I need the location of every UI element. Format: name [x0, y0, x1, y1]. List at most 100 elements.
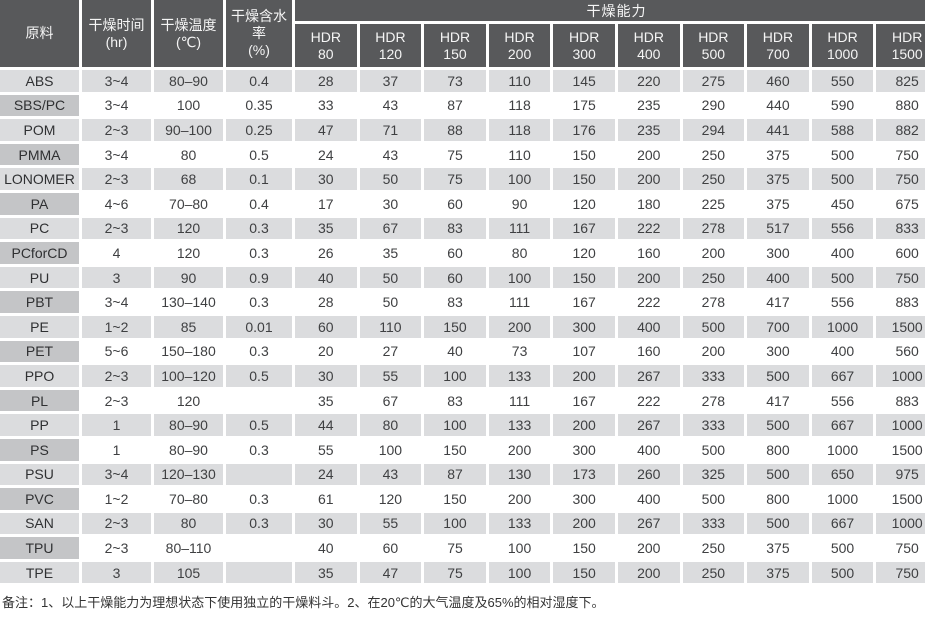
hdr-size: 120 [378, 45, 403, 62]
capacity-cell: 100 [488, 537, 551, 559]
capacity-cell: 200 [553, 414, 615, 436]
hdr-size: 500 [701, 45, 726, 62]
capacity-cell: 235 [617, 119, 680, 141]
capacity-cell: 235 [617, 94, 680, 117]
capacity-cell: 750 [876, 168, 925, 190]
capacity-cell: 167 [553, 389, 615, 412]
capacity-cell: 30 [295, 365, 357, 387]
capacity-cell: 73 [424, 70, 486, 92]
material-cell: SAN [0, 512, 79, 535]
capacity-cell: 200 [617, 561, 680, 584]
hdr-column-header: HDR 150 [424, 24, 486, 67]
capacity-cell: 20 [295, 340, 357, 363]
capacity-cell: 83 [424, 389, 486, 412]
time-cell: 2~3 [82, 389, 151, 412]
capacity-cell: 130 [488, 463, 551, 486]
capacity-cell: 500 [747, 463, 809, 486]
capacity-cell: 90 [488, 192, 551, 215]
capacity-cell: 50 [359, 291, 422, 313]
temp-cell: 80 [154, 512, 223, 535]
header-label: 干燥含水率 [231, 8, 287, 41]
capacity-cell: 667 [811, 414, 874, 436]
moisture-cell: 0.9 [226, 266, 292, 289]
capacity-cell: 225 [682, 192, 745, 215]
table-row: PU 3 90 0.9 40 50 60 100 150 200 250 400 500 750 [0, 266, 925, 289]
capacity-cell: 700 [747, 315, 809, 338]
capacity-cell: 28 [295, 70, 357, 92]
header-row-top: 原料 干燥时间 (hr) 干燥温度 (℃) 干燥含水率 (%) 干燥能力 [0, 0, 925, 67]
capacity-cell: 333 [682, 414, 745, 436]
capacity-cell: 173 [553, 463, 615, 486]
capacity-cell: 222 [617, 291, 680, 313]
capacity-cell: 1000 [811, 315, 874, 338]
capacity-cell: 500 [747, 414, 809, 436]
capacity-cell: 27 [359, 340, 422, 363]
capacity-cell: 300 [747, 340, 809, 363]
moisture-column-header: 干燥含水率 (%) [226, 0, 292, 67]
time-cell: 3~4 [82, 143, 151, 166]
capacity-cell: 50 [359, 168, 422, 190]
temp-cell: 130–140 [154, 291, 223, 313]
time-cell: 3~4 [82, 94, 151, 117]
hdr-name: HDR [569, 28, 600, 45]
capacity-cell: 222 [617, 389, 680, 412]
time-cell: 3~4 [82, 291, 151, 313]
capacity-cell: 500 [811, 537, 874, 559]
capacity-cell: 375 [747, 192, 809, 215]
capacity-cell: 87 [424, 94, 486, 117]
table-row: PVC 1~2 70–80 0.3 61 120 150 200 300 400 500 800 100… [0, 488, 925, 510]
moisture-cell [226, 561, 292, 584]
capacity-cell: 50 [359, 266, 422, 289]
moisture-cell: 0.3 [226, 291, 292, 313]
capacity-cell: 180 [617, 192, 680, 215]
table-row: PP 1 80–90 0.5 44 80 100 133 200 267 333 500 667 1000 [0, 414, 925, 436]
capacity-cell: 150 [424, 315, 486, 338]
time-cell: 3~4 [82, 463, 151, 486]
temp-cell: 100 [154, 94, 223, 117]
table-row: PS 1 80–90 0.3 55 100 150 200 300 400 500 800 1000 15… [0, 438, 925, 461]
time-cell: 4~6 [82, 192, 151, 215]
hdr-name: HDR [310, 28, 341, 45]
material-cell: PU [0, 266, 79, 289]
hdr-name: HDR [439, 28, 471, 45]
hdr-size: 300 [572, 45, 596, 62]
material-cell: PE [0, 315, 79, 338]
time-cell: 4 [82, 242, 151, 264]
material-cell: POM [0, 119, 79, 141]
capacity-cell: 118 [488, 94, 551, 117]
capacity-cell: 500 [811, 561, 874, 584]
time-cell: 1 [82, 438, 151, 461]
capacity-cell: 556 [811, 217, 874, 240]
table-row: PPO 2~3 100–120 0.5 30 55 100 133 200 267 333 500 66… [0, 365, 925, 387]
capacity-cell: 111 [488, 217, 551, 240]
capacity-cell: 750 [876, 143, 925, 166]
capacity-cell: 440 [747, 94, 809, 117]
moisture-cell: 0.5 [226, 143, 292, 166]
capacity-cell: 60 [424, 242, 486, 264]
capacity-cell: 200 [617, 143, 680, 166]
temp-cell: 105 [154, 561, 223, 584]
capacity-cell: 60 [295, 315, 357, 338]
capacity-cell: 100 [424, 365, 486, 387]
material-cell: ABS [0, 70, 79, 92]
hdr-size: 80 [318, 45, 334, 62]
capacity-cell: 35 [295, 217, 357, 240]
capacity-cell: 500 [682, 438, 745, 461]
time-cell: 1~2 [82, 488, 151, 510]
material-cell: PET [0, 340, 79, 363]
capacity-cell: 100 [488, 266, 551, 289]
capacity-cell: 750 [876, 537, 925, 559]
capacity-cell: 200 [617, 168, 680, 190]
hdr-size: 1500 [891, 45, 923, 62]
capacity-cell: 30 [295, 168, 357, 190]
moisture-cell: 0.3 [226, 217, 292, 240]
capacity-cell: 35 [295, 561, 357, 584]
hdr-column-header: HDR 700 [747, 24, 809, 67]
hdr-name: HDR [891, 28, 923, 45]
capacity-cell: 267 [617, 512, 680, 535]
capacity-cell: 1500 [876, 488, 925, 510]
capacity-cell: 800 [747, 438, 809, 461]
capacity-group-header: 干燥能力 [295, 0, 925, 21]
capacity-cell: 118 [488, 119, 551, 141]
capacity-cell: 150 [424, 488, 486, 510]
